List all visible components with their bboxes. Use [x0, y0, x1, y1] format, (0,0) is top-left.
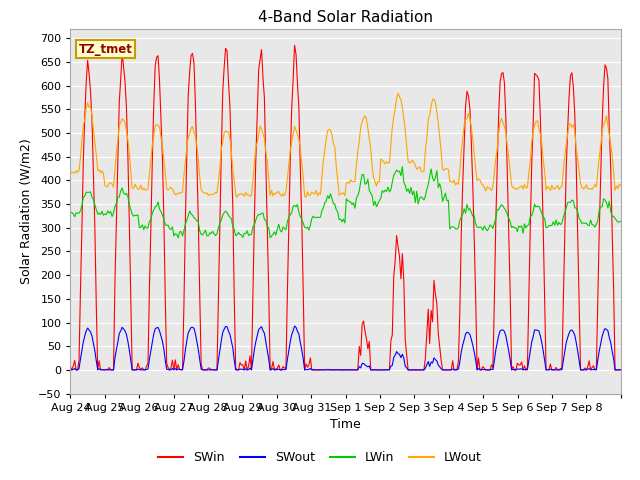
- LWout: [461, 117, 469, 122]
- SWout: [104, 367, 111, 372]
- SWin: [353, 367, 360, 373]
- LWin: [266, 235, 274, 240]
- SWin: [461, 103, 469, 108]
- SWout: [461, 331, 469, 337]
- SWout: [67, 367, 74, 372]
- SWin: [67, 364, 74, 370]
- LWout: [617, 182, 625, 188]
- Legend: SWin, SWout, LWin, LWout: SWin, SWout, LWin, LWout: [153, 446, 487, 469]
- LWout: [67, 169, 74, 175]
- Line: LWin: LWin: [70, 167, 621, 238]
- LWin: [102, 212, 110, 217]
- LWin: [461, 210, 469, 216]
- Line: LWout: LWout: [70, 93, 621, 197]
- SWout: [86, 329, 94, 335]
- LWin: [67, 209, 74, 215]
- SWout: [72, 367, 80, 373]
- SWin: [543, 367, 551, 372]
- LWout: [351, 179, 359, 184]
- LWin: [543, 225, 551, 230]
- Y-axis label: Solar Radiation (W/m2): Solar Radiation (W/m2): [19, 138, 33, 284]
- LWout: [233, 194, 241, 200]
- LWout: [616, 181, 623, 187]
- Text: TZ_tmet: TZ_tmet: [79, 43, 132, 56]
- Title: 4-Band Solar Radiation: 4-Band Solar Radiation: [258, 10, 433, 25]
- LWin: [85, 190, 93, 195]
- Line: SWout: SWout: [70, 326, 621, 370]
- LWin: [399, 164, 406, 169]
- LWin: [617, 218, 625, 224]
- LWin: [351, 205, 359, 211]
- X-axis label: Time: Time: [330, 418, 361, 431]
- SWout: [616, 367, 623, 372]
- Line: SWin: SWin: [70, 45, 621, 370]
- SWout: [291, 323, 298, 329]
- LWout: [85, 105, 93, 110]
- SWin: [617, 367, 625, 373]
- SWin: [68, 367, 76, 373]
- LWout: [543, 184, 551, 190]
- LWin: [616, 219, 623, 225]
- SWin: [104, 367, 111, 373]
- LWout: [394, 90, 402, 96]
- SWin: [616, 367, 623, 373]
- SWin: [86, 88, 94, 94]
- SWout: [543, 367, 551, 372]
- SWout: [617, 367, 625, 372]
- SWout: [353, 367, 360, 373]
- SWin: [291, 42, 298, 48]
- LWout: [102, 184, 110, 190]
